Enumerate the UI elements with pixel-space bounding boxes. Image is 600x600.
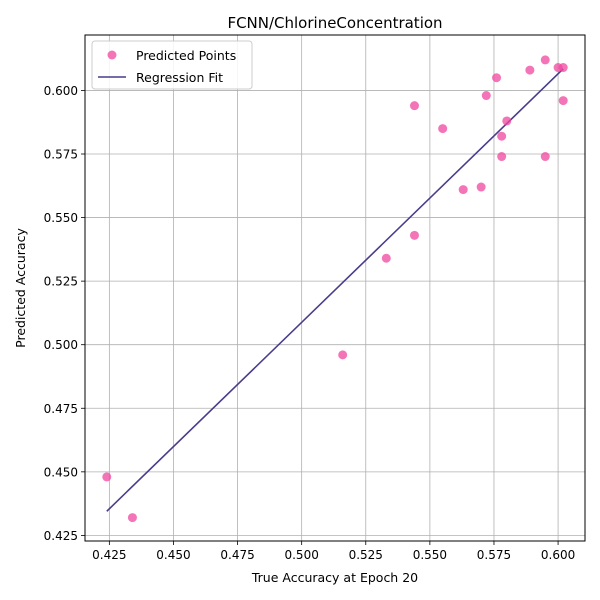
legend-box (91, 40, 253, 90)
legend: Predicted Points Regression Fit (91, 40, 253, 90)
y-tick-label: 0.550 (44, 211, 78, 225)
scatter-point (102, 472, 112, 482)
x-tick-label: 0.425 (92, 548, 126, 562)
legend-label-regression-fit: Regression Fit (136, 70, 223, 85)
x-tick-label: 0.500 (284, 548, 318, 562)
regression-layer (106, 68, 564, 512)
x-tick-label: 0.450 (156, 548, 190, 562)
x-tick-label: 0.575 (477, 548, 511, 562)
plot-frame (84, 34, 586, 542)
scatter-point (476, 182, 486, 192)
y-tick-label: 0.525 (44, 275, 78, 289)
x-tick-label: 0.525 (349, 548, 383, 562)
scatter-point (458, 185, 468, 195)
y-tick-label: 0.500 (44, 338, 78, 352)
scatter-point (502, 116, 512, 126)
legend-marker-predicted-points (107, 50, 117, 60)
y-tick-label: 0.575 (44, 147, 78, 161)
y-tick-label: 0.600 (44, 84, 78, 98)
regression-fit-line (106, 68, 564, 512)
scatter-point (558, 63, 568, 73)
scatter-point (409, 101, 419, 111)
x-tick-label: 0.600 (541, 548, 575, 562)
scatter-point (492, 73, 502, 83)
legend-label-predicted-points: Predicted Points (136, 48, 236, 63)
y-tick-label: 0.425 (44, 529, 78, 543)
scatter-point (540, 55, 550, 65)
y-tick-label: 0.450 (44, 465, 78, 479)
grid-lines (85, 35, 585, 541)
scatter-point (497, 152, 507, 162)
scatter-point (525, 65, 535, 75)
scatter-point (540, 152, 550, 162)
scatter-points (102, 55, 568, 523)
chart-title: FCNN/ChlorineConcentration (227, 14, 442, 32)
axis-ticks: 0.425 0.450 0.475 0.500 0.525 0.550 0.575 0.600… (44, 84, 576, 562)
scatter-point (127, 513, 137, 523)
scatter-point (338, 350, 348, 360)
y-tick-label: 0.475 (44, 402, 78, 416)
x-axis-label: True Accuracy at Epoch 20 (251, 570, 418, 585)
scatter-point (438, 124, 448, 134)
scatter-point (558, 96, 568, 106)
scatter-point (409, 230, 419, 240)
scatter-point (481, 91, 491, 101)
scatter-point (381, 253, 391, 263)
scatter-point (497, 131, 507, 141)
x-tick-label: 0.475 (220, 548, 254, 562)
x-tick-label: 0.550 (413, 548, 447, 562)
y-axis-label: Predicted Accuracy (13, 228, 28, 348)
